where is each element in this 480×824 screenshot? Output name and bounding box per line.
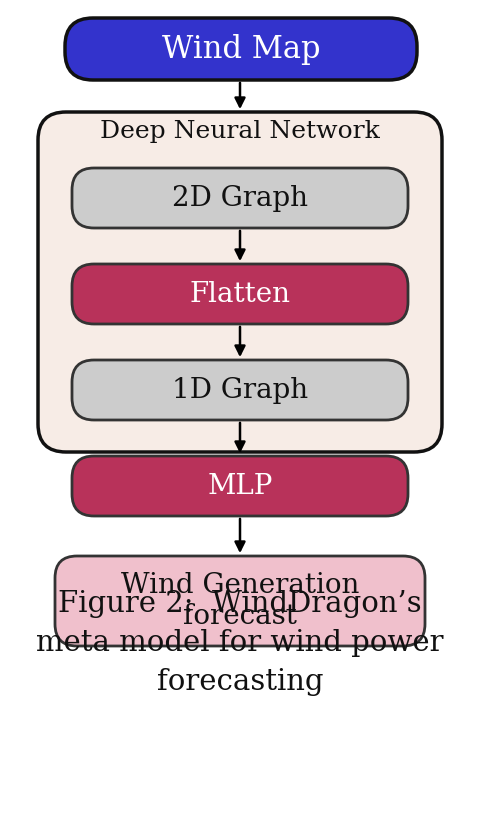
- Text: MLP: MLP: [207, 472, 273, 499]
- Text: Deep Neural Network: Deep Neural Network: [100, 120, 380, 143]
- FancyBboxPatch shape: [65, 18, 417, 80]
- FancyBboxPatch shape: [55, 556, 425, 646]
- Text: 1D Graph: 1D Graph: [172, 377, 308, 404]
- FancyBboxPatch shape: [72, 360, 408, 420]
- Text: 2D Graph: 2D Graph: [172, 185, 308, 212]
- FancyBboxPatch shape: [72, 168, 408, 228]
- FancyBboxPatch shape: [72, 264, 408, 324]
- Text: Figure 2:  WindDragon’s
meta model for wind power
forecasting: Figure 2: WindDragon’s meta model for wi…: [36, 590, 444, 696]
- FancyBboxPatch shape: [72, 456, 408, 516]
- Text: Flatten: Flatten: [190, 280, 290, 307]
- FancyBboxPatch shape: [38, 112, 442, 452]
- Text: Wind Generation
forecast: Wind Generation forecast: [121, 572, 359, 630]
- Text: Wind Map: Wind Map: [162, 34, 320, 64]
